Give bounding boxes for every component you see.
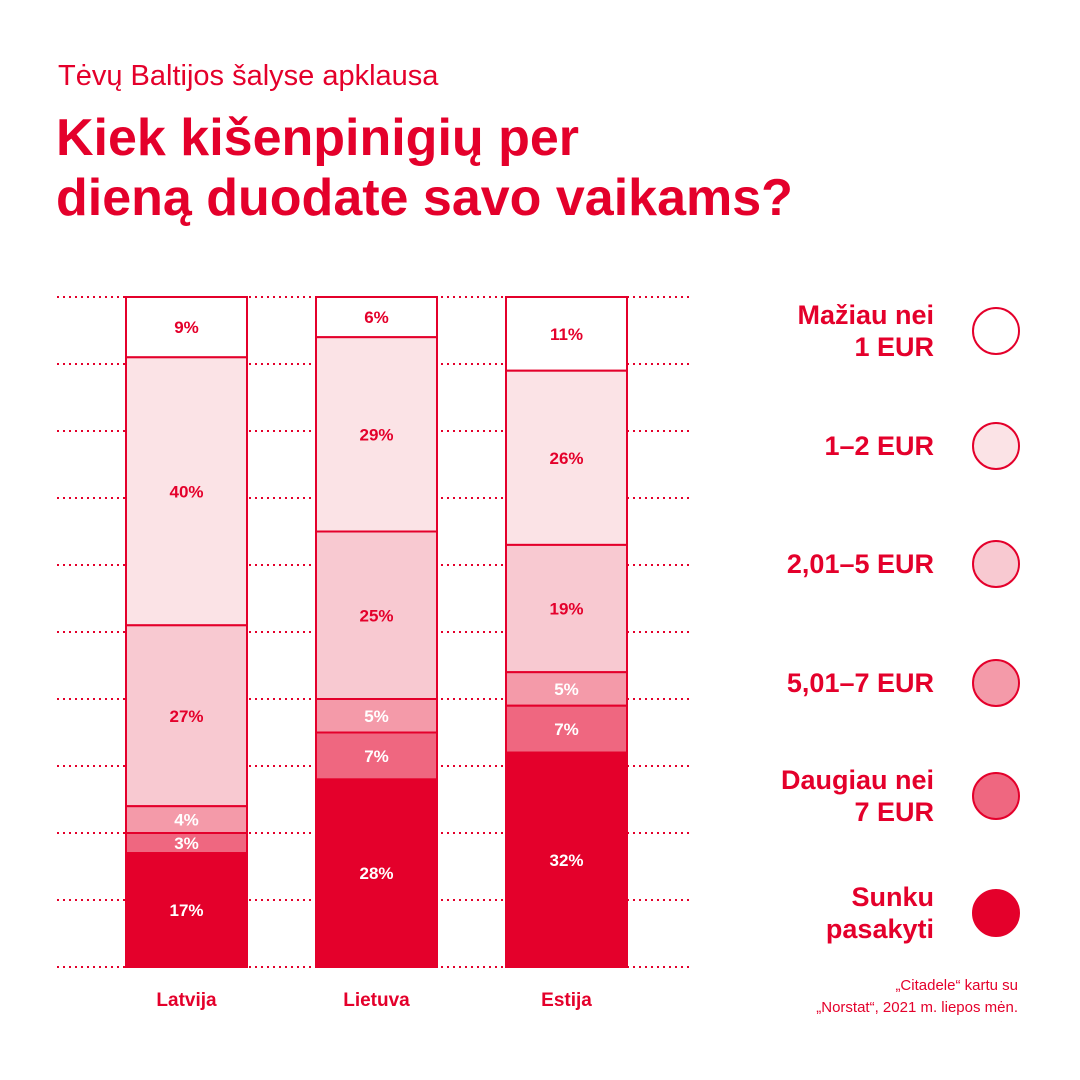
- data-label: 7%: [364, 747, 389, 766]
- legend-swatch: [972, 659, 1020, 707]
- survey-subtitle: Tėvų Baltijos šalyse apklausa: [58, 60, 439, 92]
- chart-title: Kiek kišenpinigių per dieną duodate savo…: [56, 108, 1016, 228]
- legend-label: 5,01–7 EUR: [786, 668, 934, 698]
- data-label: 29%: [359, 425, 393, 444]
- data-label: 40%: [169, 482, 203, 501]
- bar-segment: [315, 731, 438, 781]
- legend-item-hard-to-say: Sunku pasakyti: [700, 882, 1020, 944]
- legend-item-2-5: 2,01–5 EUR: [700, 534, 1020, 594]
- data-label: 7%: [554, 720, 579, 739]
- legend-swatch: [972, 307, 1020, 355]
- data-label: 19%: [549, 600, 583, 619]
- bar-segment: [315, 778, 438, 969]
- bar-segment: [505, 704, 628, 754]
- legend-item-5-7: 5,01–7 EUR: [700, 653, 1020, 713]
- bar-segment: [315, 296, 438, 339]
- bar-segment: [505, 751, 628, 968]
- legend-swatch: [972, 772, 1020, 820]
- legend-swatch: [972, 540, 1020, 588]
- data-label: 27%: [169, 707, 203, 726]
- legend-swatch: [972, 889, 1020, 937]
- category-label: Latvija: [156, 990, 217, 1011]
- legend-label: 1–2 EUR: [824, 431, 934, 461]
- bar-segment: [125, 852, 248, 968]
- legend-label: Daugiau nei 7 EUR: [780, 765, 934, 827]
- legend-label: Mažiau nei 1 EUR: [797, 300, 934, 362]
- data-label: 5%: [364, 707, 389, 726]
- category-label: Lietuva: [343, 990, 410, 1011]
- legend-item-1-2: 1–2 EUR: [700, 416, 1020, 476]
- data-label: 25%: [359, 606, 393, 625]
- legend-item-more-than-7: Daugiau nei 7 EUR: [700, 765, 1020, 827]
- bar-segment: [505, 296, 628, 372]
- data-label: 17%: [169, 901, 203, 920]
- data-label: 28%: [359, 864, 393, 883]
- category-label: Estija: [541, 990, 592, 1011]
- source-line-2: „Norstat“, 2021 m. liepos mėn.: [816, 999, 1018, 1016]
- data-label: 32%: [549, 851, 583, 870]
- data-label: 4%: [174, 811, 199, 830]
- chart-title-line-2: dieną duodate savo vaikams?: [56, 169, 793, 227]
- legend-label: Sunku pasakyti: [825, 882, 934, 944]
- bar-segment: [505, 369, 628, 546]
- bar-segment: [125, 296, 248, 359]
- legend-label: 2,01–5 EUR: [786, 549, 934, 579]
- bar-segment: [315, 530, 438, 700]
- data-label: 6%: [364, 308, 389, 327]
- legend-item-less-than-1: Mažiau nei 1 EUR: [700, 300, 1020, 362]
- data-label: 5%: [554, 680, 579, 699]
- data-label: 11%: [550, 325, 583, 344]
- bar-segment: [315, 336, 438, 533]
- chart-title-line-1: Kiek kišenpinigių per: [56, 109, 580, 167]
- data-label: 3%: [174, 834, 199, 853]
- data-label: 9%: [174, 318, 199, 337]
- source-note: „Citadele“ kartu su „Norstat“, 2021 m. l…: [816, 975, 1018, 1019]
- data-label: 26%: [549, 449, 583, 468]
- source-line-1: „Citadele“ kartu su: [895, 977, 1018, 994]
- legend-swatch: [972, 422, 1020, 470]
